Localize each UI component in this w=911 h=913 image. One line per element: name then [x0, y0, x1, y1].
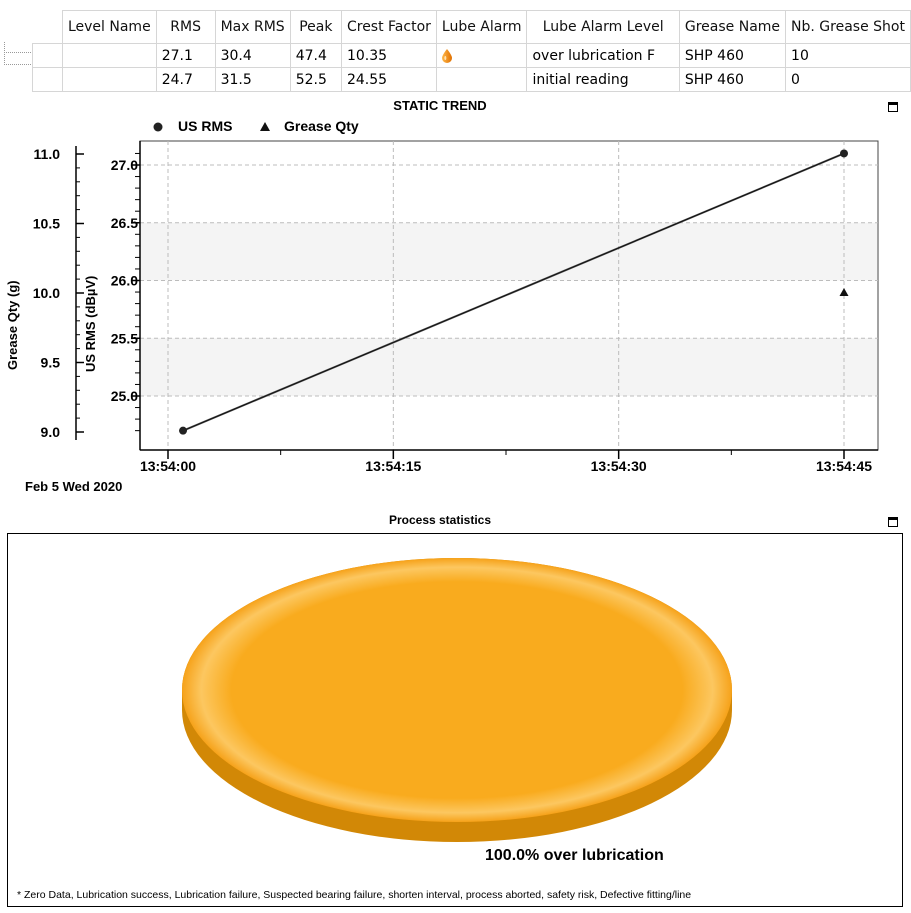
us-rms-axis: 25.0 25.5 26.0 26.5 27.0 — [111, 141, 141, 450]
pie-slice-over-lubrication[interactable] — [182, 558, 732, 822]
time-tick-label: 13:54:30 — [591, 458, 647, 474]
process-statistics-panel — [7, 533, 903, 907]
cell-lube-alarm[interactable] — [435, 67, 528, 92]
col-level-name[interactable]: Level Name — [61, 10, 157, 44]
oil-drop-icon — [441, 48, 452, 63]
grease-qty-tick-label: 11.0 — [34, 146, 61, 162]
col-rms[interactable]: RMS — [155, 10, 216, 44]
trend-minimize-button[interactable] — [888, 102, 898, 112]
col-crest-factor[interactable]: Crest Factor — [340, 10, 437, 44]
row-selector[interactable] — [32, 43, 63, 68]
time-tick-label: 13:54:15 — [365, 458, 421, 474]
cell-max-rms[interactable]: 30.4 — [214, 43, 291, 68]
plot-band — [141, 338, 877, 396]
grease-qty-tick-label: 9.5 — [41, 355, 61, 371]
cell-crest-factor[interactable]: 10.35 — [340, 43, 437, 68]
cell-level-name[interactable] — [61, 67, 157, 92]
cell-lube-alarm-level[interactable]: initial reading — [526, 67, 680, 92]
legend-us-rms-label: US RMS — [178, 118, 232, 134]
us-rms-point[interactable] — [840, 149, 848, 158]
col-grease-name[interactable]: Grease Name — [678, 10, 787, 44]
plot-band — [141, 222, 877, 281]
process-legend: * Zero Data, Lubrication success, Lubric… — [17, 889, 692, 901]
tree-gutter — [0, 68, 33, 92]
cell-level-name[interactable] — [61, 43, 157, 68]
readings-table: Level Name RMS Max RMS Peak Crest Factor… — [0, 10, 911, 92]
us-rms-tick-label: 27.0 — [111, 157, 138, 173]
cell-grease-name[interactable]: SHP 460 — [678, 43, 787, 68]
time-axis: 13:54:00 13:54:15 13:54:30 13:54:45 — [140, 449, 878, 474]
row-selector[interactable] — [32, 67, 63, 92]
tree-gutter — [0, 44, 33, 68]
cell-grease-name[interactable]: SHP 460 — [678, 67, 787, 92]
grid-lines — [140, 141, 878, 450]
us-rms-series-line-core — [182, 152, 845, 432]
process-pie-chart: 100.0% over lubrication — [182, 558, 732, 864]
tree-connector — [4, 42, 33, 53]
grease-qty-axis: 9.0 9.5 10.0 10.5 11.0 — [33, 146, 84, 440]
pie-slice-label: 100.0% over lubrication — [485, 847, 664, 864]
grease-qty-point[interactable] — [839, 288, 849, 296]
cell-lube-alarm-level[interactable]: over lubrication F — [526, 43, 680, 68]
us-rms-tick-label: 25.0 — [111, 388, 138, 404]
grease-qty-tick-label: 10.5 — [33, 216, 60, 232]
cell-peak[interactable]: 47.4 — [289, 43, 342, 68]
legend-grease-qty-marker — [260, 122, 270, 131]
cell-crest-factor[interactable]: 24.55 — [340, 67, 437, 92]
grease-qty-tick-label: 9.0 — [41, 424, 61, 440]
plot-bands — [141, 222, 877, 396]
table-header-row: Level Name RMS Max RMS Peak Crest Factor… — [0, 10, 911, 44]
us-rms-tick-label: 26.0 — [111, 273, 138, 289]
time-tick-label: 13:54:45 — [816, 458, 872, 474]
tree-connector — [4, 54, 33, 65]
cell-nb-grease-shot[interactable]: 0 — [785, 67, 911, 92]
cell-rms[interactable]: 27.1 — [155, 43, 216, 68]
grease-qty-axis-label: Grease Qty (g) — [5, 280, 20, 370]
col-lube-alarm[interactable]: Lube Alarm — [435, 10, 528, 44]
plot-area — [139, 140, 879, 451]
us-rms-tick-label: 25.5 — [111, 330, 138, 346]
us-rms-point[interactable] — [179, 426, 188, 435]
grease-qty-tick-label: 10.0 — [33, 285, 60, 301]
table-row[interactable]: 27.1 30.4 47.4 10.35 over lubrication F … — [0, 43, 911, 68]
cell-rms[interactable]: 24.7 — [155, 67, 216, 92]
col-max-rms[interactable]: Max RMS — [214, 10, 291, 44]
process-title: Process statistics — [388, 513, 492, 527]
cell-nb-grease-shot[interactable]: 10 — [785, 43, 911, 68]
col-nb-grease-shot[interactable]: Nb. Grease Shot — [785, 10, 911, 44]
trend-chart: US RMS Grease Qty 9.0 9.5 10.0 10.5 11.0 25.… — [5, 118, 879, 494]
cell-peak[interactable]: 52.5 — [289, 67, 342, 92]
col-lube-alarm-level[interactable]: Lube Alarm Level — [526, 10, 680, 44]
legend-grease-qty-label: Grease Qty — [284, 118, 359, 134]
col-peak[interactable]: Peak — [289, 10, 342, 44]
readings-grid: Level Name RMS Max RMS Peak Crest Factor… — [0, 0, 911, 92]
legend-us-rms-marker — [153, 122, 163, 132]
trend-title: STATIC TREND — [393, 98, 487, 113]
trend-date-label: Feb 5 Wed 2020 — [25, 479, 122, 494]
gutter-header — [0, 11, 33, 44]
cell-max-rms[interactable]: 31.5 — [214, 67, 291, 92]
process-minimize-button[interactable] — [888, 517, 898, 527]
cell-lube-alarm[interactable] — [435, 43, 528, 68]
us-rms-axis-label: US RMS (dBµV) — [83, 276, 98, 372]
time-tick-label: 13:54:00 — [140, 458, 196, 474]
us-rms-tick-label: 26.5 — [111, 215, 138, 231]
table-row[interactable]: 24.7 31.5 52.5 24.55 initial reading SHP… — [0, 67, 911, 92]
expand-header — [32, 10, 63, 44]
